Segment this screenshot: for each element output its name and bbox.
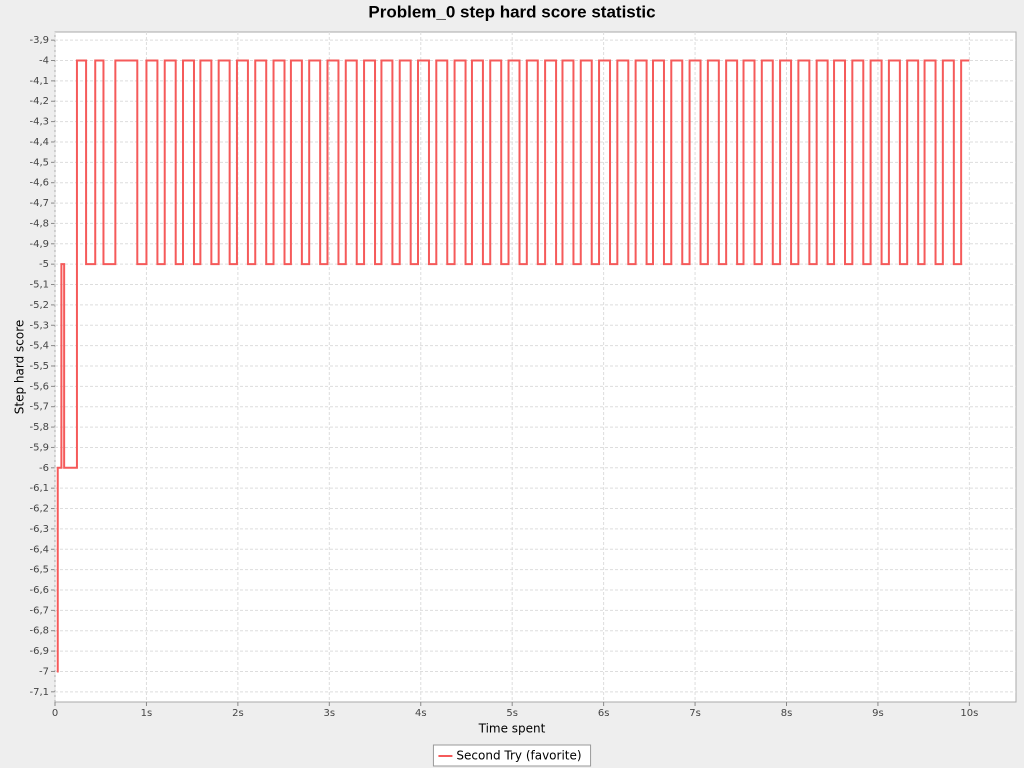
chart-title: Problem_0 step hard score statistic [368, 2, 655, 21]
y-tick-label: -6,4 [29, 544, 49, 555]
x-tick-label: 4s [415, 708, 427, 719]
x-tick-label: 1s [141, 708, 153, 719]
y-tick-label: -5,6 [29, 381, 49, 392]
y-tick-label: -4,6 [29, 178, 49, 189]
y-tick-label: -5,2 [29, 300, 49, 311]
y-tick-label: -3,9 [29, 35, 49, 46]
y-tick-label: -5,1 [29, 280, 49, 291]
x-tick-label: 6s [598, 708, 610, 719]
x-axis-label: Time spent [478, 722, 546, 736]
plot-area [54, 31, 1017, 703]
y-tick-label: -6,2 [29, 504, 49, 515]
x-tick-label: 0 [52, 708, 58, 719]
y-tick-label: -5,8 [29, 422, 49, 433]
y-tick-label: -4,7 [29, 198, 49, 209]
y-tick-label: -7,1 [29, 687, 49, 698]
y-tick-label: -4,5 [29, 157, 49, 168]
y-tick-label: -5,5 [29, 361, 49, 372]
x-tick-label: 8s [781, 708, 793, 719]
y-tick-label: -5,4 [29, 341, 49, 352]
y-tick-label: -6,9 [29, 646, 49, 657]
y-tick-label: -4,2 [29, 96, 49, 107]
y-tick-label: -6,3 [29, 524, 49, 535]
y-tick-label: -5,7 [29, 402, 49, 413]
series-line [56, 59, 970, 673]
y-tick-label: -6,8 [29, 626, 49, 637]
y-tick-label: -6,5 [29, 565, 49, 576]
y-tick-label: -6,7 [29, 605, 49, 616]
y-tick-label: -6 [39, 463, 49, 474]
y-tick-label: -4,9 [29, 239, 49, 250]
y-tick-label: -4,1 [29, 76, 49, 87]
x-tick-label: 10s [960, 708, 978, 719]
x-tick-label: 2s [232, 708, 244, 719]
y-tick-label: -4,8 [29, 218, 49, 229]
y-tick-label: -4 [39, 56, 49, 67]
x-tick-label: 3s [324, 708, 336, 719]
y-tick-label: -4,4 [29, 137, 49, 148]
y-tick-label: -4,3 [29, 117, 49, 128]
x-tick-label: 7s [689, 708, 701, 719]
y-tick-label: -7 [39, 666, 49, 677]
y-tick-label: -5,3 [29, 320, 49, 331]
x-tick-label: 5s [506, 708, 518, 719]
legend-label: Second Try (favorite) [456, 749, 581, 763]
y-tick-label: -6,6 [29, 585, 49, 596]
y-axis-label: Step hard score [13, 320, 27, 415]
y-tick-label: -5 [39, 259, 49, 270]
legend-box [432, 744, 592, 767]
x-tick-label: 9s [872, 708, 884, 719]
y-tick-label: -6,1 [29, 483, 49, 494]
y-tick-label: -5,9 [29, 442, 49, 453]
